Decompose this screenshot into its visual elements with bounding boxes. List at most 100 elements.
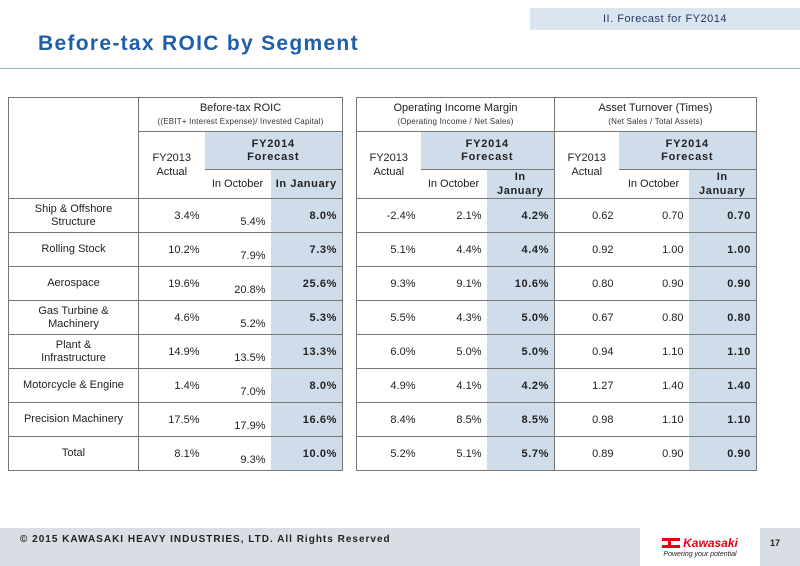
at-actual: 0.92 [554,232,619,267]
roic-oct: 20.8% [204,266,271,301]
opm-actual: 8.4% [356,402,421,437]
forecast-label-year: FY2014 [465,137,509,150]
roic-jan-header: In January [270,169,343,199]
opm-oct: 4.4% [420,232,487,267]
corner-cell [8,97,139,199]
roic-actual-header: FY2013 Actual [138,131,205,199]
logo-tagline: Powering your potential [663,551,737,558]
kawasaki-river-mark-icon [662,538,681,548]
roic-oct: 17.9% [204,402,271,437]
roic-jan: 8.0% [270,368,343,403]
at-actual: 0.98 [554,402,619,437]
at-jan: 0.70 [688,198,757,233]
opm-oct: 4.1% [420,368,487,403]
segment-name: Precision Machinery [8,402,139,437]
roic-jan: 16.6% [270,402,343,437]
opm-actual: 5.2% [356,436,421,471]
roic-group-label: Before-tax ROIC [199,101,282,114]
at-oct: 1.40 [618,368,689,403]
at-jan: 1.10 [688,334,757,369]
table-row: Aerospace 19.6% 20.8% 25.6% 9.3% 9.1% 10… [8,266,757,301]
opm-oct: 2.1% [420,198,487,233]
roic-jan: 25.6% [270,266,343,301]
opm-jan: 5.0% [486,300,555,335]
opm-actual: 5.1% [356,232,421,267]
opm-jan: 10.6% [486,266,555,301]
section-tag: II. Forecast for FY2014 [530,8,800,30]
roic-actual: 10.2% [138,232,205,267]
opm-jan: 8.5% [486,402,555,437]
at-actual: 0.62 [554,198,619,233]
at-actual: 0.89 [554,436,619,471]
segment-name: Gas Turbine & Machinery [8,300,139,335]
table-row: Precision Machinery 17.5% 17.9% 16.6% 8.… [8,402,757,437]
page-number: 17 [770,538,781,548]
opm-group-header: Operating Income Margin (Operating Incom… [356,97,555,132]
at-oct: 0.90 [618,266,689,301]
actual-label-year: FY2013 [369,152,409,164]
opm-forecast-header: FY2014 Forecast [420,131,555,170]
segment-name: Ship & Offshore Structure [8,198,139,233]
roic-group-header: Before-tax ROIC ((EBIT+ Interest Expense… [138,97,343,132]
opm-oct: 8.5% [420,402,487,437]
at-actual: 1.27 [554,368,619,403]
at-actual-header: FY2013 Actual [554,131,619,199]
at-group-header: Asset Turnover (Times) (Net Sales / Tota… [554,97,757,132]
at-actual: 0.67 [554,300,619,335]
at-jan: 0.80 [688,300,757,335]
column-gap [342,97,357,199]
title-divider [0,68,800,69]
roic-actual: 4.6% [138,300,205,335]
at-oct: 1.10 [618,334,689,369]
opm-actual: 4.9% [356,368,421,403]
at-oct: 0.90 [618,436,689,471]
roic-jan: 5.3% [270,300,343,335]
actual-label-text: Actual [373,166,405,178]
forecast-label-text: Forecast [461,150,514,163]
at-jan: 1.00 [688,232,757,267]
at-jan: 1.10 [688,402,757,437]
opm-actual: -2.4% [356,198,421,233]
at-oct: 0.70 [618,198,689,233]
opm-jan: 5.0% [486,334,555,369]
roic-oct: 9.3% [204,436,271,471]
roic-oct: 5.4% [204,198,271,233]
actual-label-text: Actual [571,166,603,178]
table-row: Ship & Offshore Structure 3.4% 5.4% 8.0% … [8,198,757,233]
at-group-label: Asset Turnover (Times) [598,101,713,114]
opm-jan-header: In January [486,169,555,199]
roic-oct-header: In October [204,169,271,199]
roic-actual: 14.9% [138,334,205,369]
roic-actual: 19.6% [138,266,205,301]
table-row: Gas Turbine & Machinery 4.6% 5.2% 5.3% 5.… [8,300,757,335]
group-header-row: Before-tax ROIC ((EBIT+ Interest Expense… [8,97,757,199]
logo-wordmark: Kawasaki [683,536,738,550]
subheader-row: FY2013 Actual FY2014 Forecast FY2013 Act… [9,131,757,199]
actual-label-text: Actual [156,166,188,178]
at-oct: 1.10 [618,402,689,437]
roic-oct: 5.2% [204,300,271,335]
roic-table: Before-tax ROIC ((EBIT+ Interest Expense… [8,97,757,471]
period-header-row: In October In January In October In Janu… [9,169,757,199]
roic-actual: 3.4% [138,198,205,233]
roic-actual: 8.1% [138,436,205,471]
at-oct: 1.00 [618,232,689,267]
at-jan: 0.90 [688,436,757,471]
at-oct-header: In October [618,169,689,199]
opm-jan: 4.2% [486,198,555,233]
opm-jan: 5.7% [486,436,555,471]
roic-jan: 10.0% [270,436,343,471]
at-group-sub: (Net Sales / Total Assets) [608,116,703,126]
total-row: Total 8.1% 9.3% 10.0% 5.2% 5.1% 5.7% 0.8… [8,436,757,471]
opm-oct: 9.1% [420,266,487,301]
at-forecast-header: FY2014 Forecast [618,131,757,170]
segment-name: Plant & Infrastructure [8,334,139,369]
actual-label-year: FY2013 [152,152,192,164]
opm-actual-header: FY2013 Actual [356,131,421,199]
roic-actual: 17.5% [138,402,205,437]
at-jan: 0.90 [688,266,757,301]
opm-actual: 5.5% [356,300,421,335]
kawasaki-logo: Kawasaki Powering your potential [640,528,760,566]
forecast-label-text: Forecast [247,150,300,163]
roic-forecast-header: FY2014 Forecast [204,131,343,170]
